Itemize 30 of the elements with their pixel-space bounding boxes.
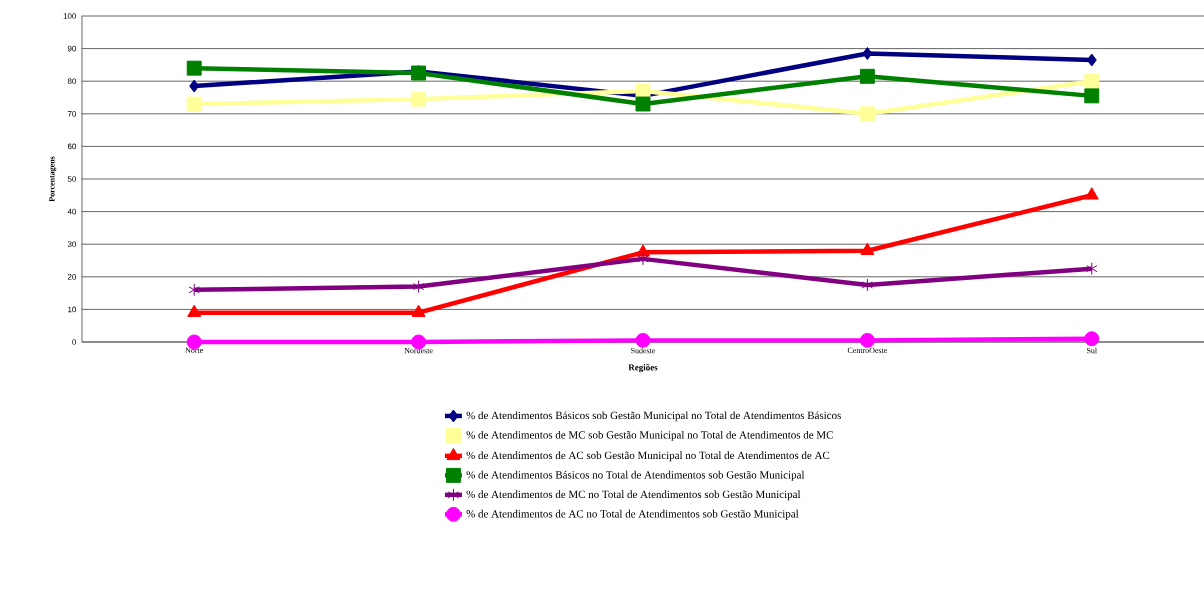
point: [1084, 331, 1100, 347]
point: [860, 242, 875, 255]
point: [1084, 88, 1100, 104]
point: [412, 280, 425, 294]
point: [635, 332, 651, 348]
point: [1084, 187, 1099, 200]
legend-label: % de Atendimentos de MC sob Gestão Municipal no Total de Atendimentos de MC: [466, 430, 833, 441]
point: [189, 79, 200, 93]
point: [186, 60, 202, 76]
point: [188, 283, 200, 297]
point: [1086, 262, 1098, 276]
point: [411, 91, 427, 107]
point: [411, 304, 426, 317]
point: [635, 96, 651, 112]
point: [859, 106, 875, 122]
legend-label: % de Atendimentos de AC no Total de Atendimentos sob Gestão Municipal: [466, 509, 799, 520]
point: [636, 244, 650, 257]
point: [861, 278, 874, 292]
point: [187, 304, 202, 317]
legend-label: % de Atendimentos de AC sob Gestão Municipal no Total de Atendimentos de AC: [466, 451, 830, 462]
point: [859, 68, 875, 84]
point: [1084, 73, 1100, 89]
legend-label: % de Atendimentos Básicos no Total de Atendimentos sob Gestão Municipal: [466, 470, 805, 481]
legend-label: % de Atendimentos Básicos sob Gestão Municipal no Total de Atendimentos Básicos: [466, 411, 841, 422]
point: [1086, 53, 1097, 67]
point: [186, 96, 202, 112]
point: [859, 332, 875, 348]
legend-label: % de Atendimentos de MC no Total de Atendimentos sob Gestão Municipal: [466, 490, 801, 501]
point: [637, 252, 649, 266]
x-axis-title: Regiões: [628, 364, 658, 373]
